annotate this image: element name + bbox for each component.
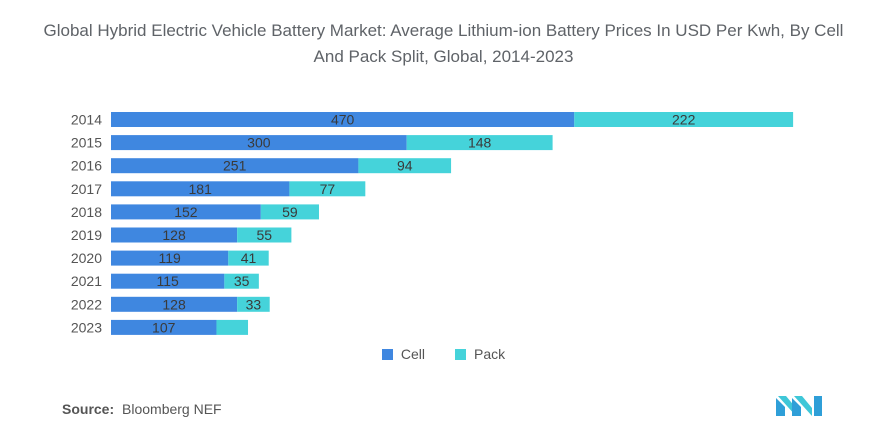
data-label-cell-2022: 128 — [162, 296, 186, 312]
bar-cell-2014 — [111, 112, 575, 127]
data-label-pack-2015: 148 — [468, 135, 492, 151]
data-label-cell-2020: 119 — [158, 250, 181, 266]
data-label-pack-2017: 77 — [320, 181, 336, 197]
legend: Cell Pack — [0, 346, 887, 362]
data-label-cell-2021: 115 — [157, 273, 180, 289]
bar-pack-2019 — [237, 227, 292, 243]
category-label-2015: 2015 — [71, 135, 102, 151]
data-label-pack-2016: 94 — [397, 158, 413, 174]
legend-swatch-cell — [381, 348, 393, 360]
data-label-cell-2014: 470 — [331, 112, 355, 128]
bar-cell-2017 — [111, 181, 290, 197]
legend-swatch-pack — [455, 348, 466, 360]
bar-cell-2018 — [111, 204, 261, 220]
bar-pack-2021 — [224, 273, 259, 289]
bar-pack-2022 — [237, 296, 270, 312]
legend-item-pack: Pack — [455, 346, 505, 362]
category-label-2018: 2018 — [71, 204, 102, 220]
mordor-logo-icon — [776, 396, 822, 416]
data-label-pack-2018: 59 — [282, 204, 298, 220]
legend-label-pack: Pack — [474, 346, 506, 362]
category-label-2020: 2020 — [71, 250, 102, 266]
source-label: Source: — [62, 401, 115, 417]
category-label-2016: 2016 — [71, 158, 102, 174]
bar-pack-2016 — [358, 158, 452, 174]
data-label-pack-2014: 222 — [672, 112, 696, 128]
category-label-2017: 2017 — [71, 181, 102, 197]
bar-cell-2015 — [111, 135, 407, 151]
category-label-2021: 2021 — [71, 273, 102, 289]
bar-pack-2023 — [216, 319, 249, 335]
category-label-2022: 2022 — [71, 296, 102, 312]
category-label-2019: 2019 — [71, 227, 102, 243]
source-text: Bloomberg NEF — [122, 401, 222, 417]
bar-pack-2017 — [289, 181, 366, 197]
data-label-pack-2020: 41 — [241, 250, 257, 266]
bar-pack-2014 — [574, 112, 794, 127]
bar-cell-2023 — [111, 319, 217, 335]
data-label-pack-2022: 33 — [246, 296, 262, 312]
data-label-cell-2023: 107 — [152, 319, 176, 335]
data-label-cell-2016: 251 — [223, 158, 247, 174]
data-label-cell-2015: 300 — [247, 135, 271, 151]
data-label-pack-2021: 35 — [234, 273, 250, 289]
data-label-cell-2019: 128 — [162, 227, 186, 243]
category-label-2023: 2023 — [71, 319, 102, 335]
bar-cell-2022 — [111, 296, 238, 312]
bar-pack-2018 — [260, 204, 319, 220]
source-note: Source: Bloomberg NEF — [62, 401, 222, 417]
data-label-cell-2018: 152 — [174, 204, 198, 220]
legend-item-cell: Cell — [381, 346, 425, 362]
bar-pack-2020 — [228, 250, 269, 266]
bar-cell-2021 — [111, 273, 225, 289]
bar-cell-2016 — [111, 158, 359, 174]
bars-group: 2014 470 222 2015 300 148 2016 251 94 2017 181 77 20… — [71, 112, 794, 335]
bar-cell-2020 — [111, 250, 229, 266]
bar-cell-2019 — [111, 227, 238, 243]
chart-title: Global Hybrid Electric Vehicle Battery M… — [43, 21, 844, 66]
bar-pack-2015 — [406, 135, 553, 151]
data-label-cell-2017: 181 — [189, 181, 213, 197]
legend-label-cell: Cell — [400, 346, 425, 362]
category-label-2014: 2014 — [71, 112, 102, 128]
data-label-pack-2019: 55 — [256, 227, 272, 243]
